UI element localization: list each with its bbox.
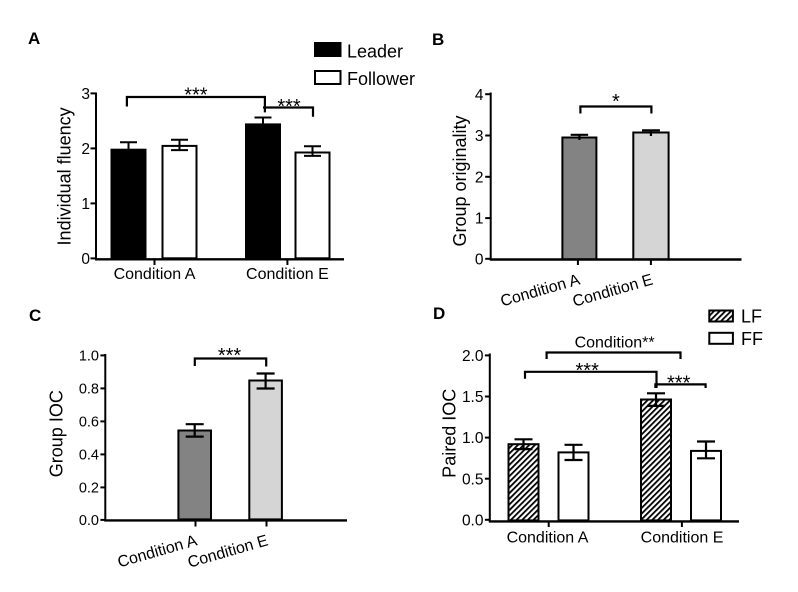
svg-text:0.6: 0.6 [79, 415, 99, 431]
svg-text:***: *** [277, 96, 301, 118]
svg-text:Condition E: Condition E [641, 529, 724, 546]
svg-text:*: * [612, 91, 620, 113]
svg-text:1.0: 1.0 [79, 349, 99, 365]
svg-text:Group originality: Group originality [450, 115, 470, 246]
svg-text:2: 2 [475, 169, 484, 186]
svg-text:LF: LF [741, 307, 762, 327]
svg-text:0.8: 0.8 [79, 382, 99, 398]
svg-text:B: B [432, 30, 444, 49]
svg-text:Condition**: Condition** [575, 335, 655, 352]
svg-text:1: 1 [475, 211, 484, 228]
svg-text:0: 0 [81, 251, 90, 268]
svg-text:***: *** [576, 360, 600, 382]
svg-text:***: *** [218, 345, 242, 367]
svg-text:2: 2 [81, 141, 90, 158]
svg-text:0.0: 0.0 [79, 513, 99, 529]
svg-text:0.4: 0.4 [79, 448, 99, 464]
svg-text:***: *** [184, 85, 208, 107]
svg-text:0: 0 [475, 251, 484, 268]
svg-text:1.5: 1.5 [462, 389, 484, 406]
svg-text:Condition E: Condition E [246, 266, 329, 283]
svg-text:Condition A: Condition A [114, 266, 196, 283]
svg-text:0.5: 0.5 [462, 471, 484, 488]
svg-text:FF: FF [741, 329, 763, 349]
svg-text:Follower: Follower [347, 69, 415, 89]
svg-text:3: 3 [81, 86, 90, 103]
svg-text:4: 4 [475, 87, 484, 104]
svg-text:Individual fluency: Individual fluency [54, 107, 74, 245]
svg-text:2.0: 2.0 [462, 348, 484, 365]
svg-text:D: D [433, 304, 445, 323]
svg-text:0.0: 0.0 [462, 512, 484, 529]
svg-text:1: 1 [81, 196, 90, 213]
svg-text:0.2: 0.2 [79, 481, 99, 497]
svg-text:***: *** [667, 373, 691, 395]
svg-text:C: C [29, 306, 41, 325]
svg-text:1.0: 1.0 [462, 430, 484, 447]
svg-text:Condition A: Condition A [507, 529, 589, 546]
svg-text:Paired IOC: Paired IOC [439, 389, 459, 478]
svg-text:Leader: Leader [347, 42, 403, 62]
svg-text:A: A [28, 29, 40, 48]
svg-text:Group IOC: Group IOC [47, 390, 67, 477]
svg-text:3: 3 [475, 128, 484, 145]
